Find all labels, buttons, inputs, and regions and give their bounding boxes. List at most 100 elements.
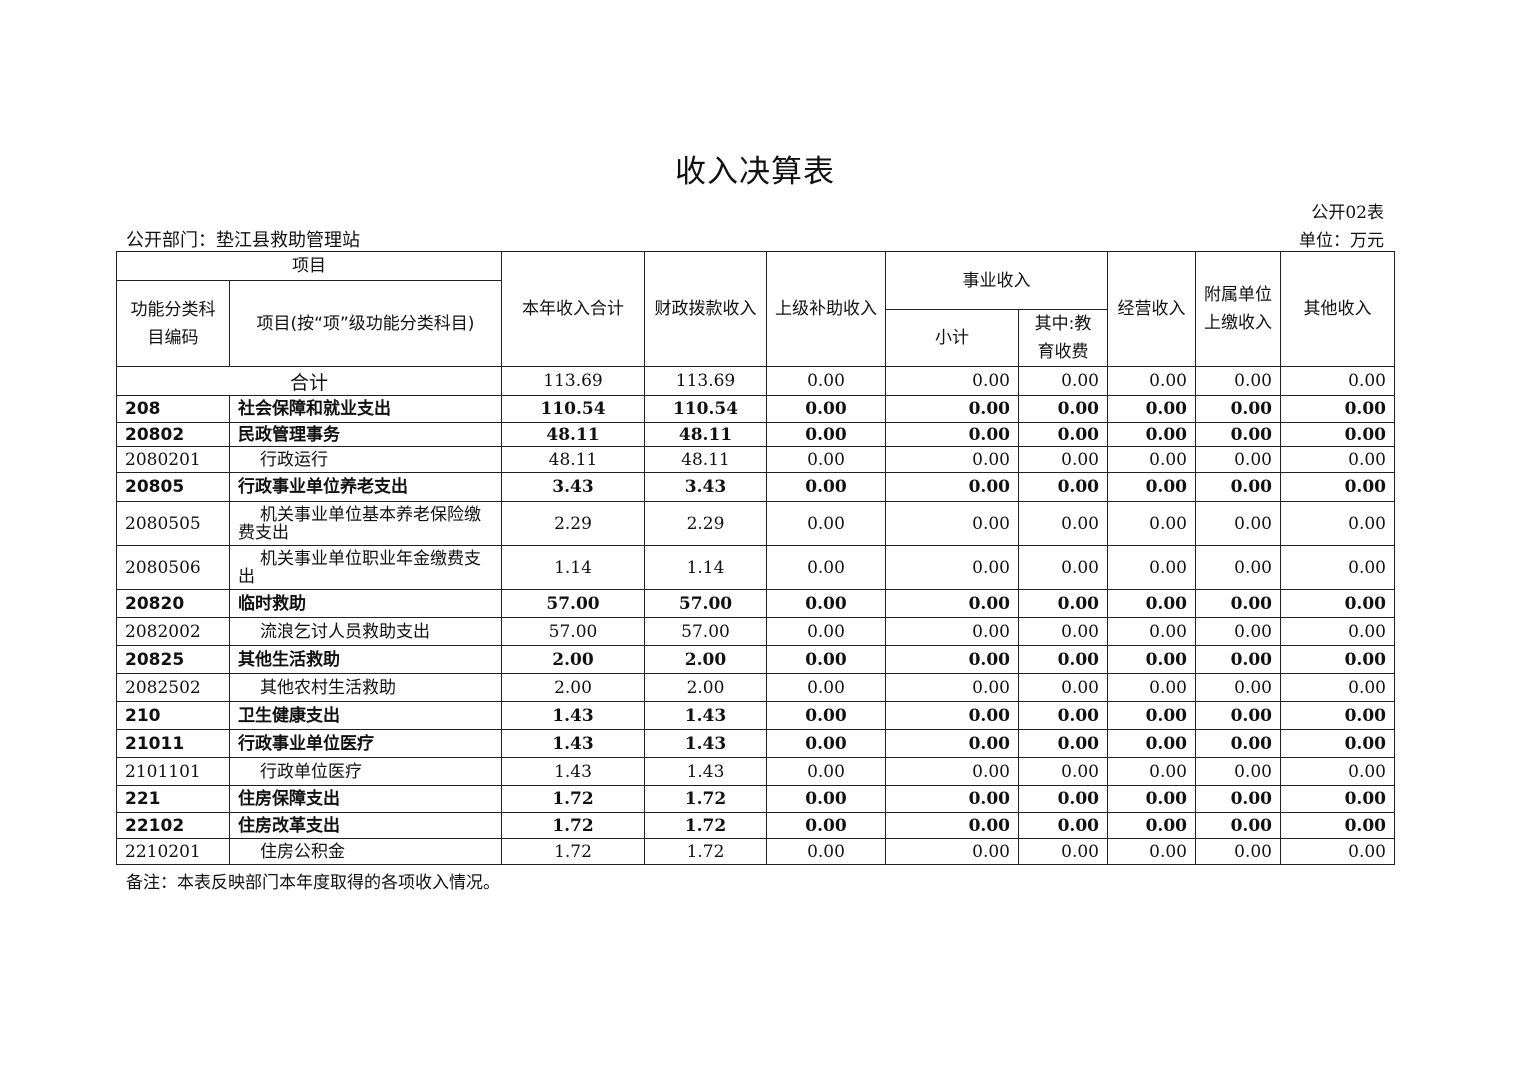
header-affiliated: 附属单位上缴收入 bbox=[1195, 251, 1281, 367]
cell-value: 0.00 bbox=[766, 589, 886, 618]
cell-value: 0.00 bbox=[1018, 757, 1108, 786]
table-row: 20820 临时救助 57.00 57.00 0.00 0.00 0.00 0.00 0.00 0… bbox=[116, 589, 1395, 618]
table-row: 2210201 住房公积金 1.72 1.72 0.00 0.00 0.00 0.00 0.00… bbox=[116, 838, 1395, 865]
cell-value: 0.00 bbox=[1195, 545, 1281, 590]
cell-value: 48.11 bbox=[644, 422, 767, 447]
row-code: 20825 bbox=[116, 645, 230, 674]
cell-value: 0.00 bbox=[885, 645, 1019, 674]
table-row: 2101101 行政单位医疗 1.43 1.43 0.00 0.00 0.00 0.00 0.0… bbox=[116, 757, 1395, 786]
row-code: 208 bbox=[116, 395, 230, 423]
row-name: 住房保障支出 bbox=[229, 785, 502, 813]
header-project: 项目 bbox=[116, 251, 502, 281]
cell-value: 0.00 bbox=[1107, 545, 1196, 590]
row-name: 行政单位医疗 bbox=[229, 757, 502, 786]
cell-value: 1.72 bbox=[501, 838, 645, 865]
cell-value: 0.00 bbox=[1195, 366, 1281, 396]
row-name: 临时救助 bbox=[229, 589, 502, 618]
cell-value: 2.29 bbox=[644, 501, 767, 546]
cell-value: 0.00 bbox=[1107, 422, 1196, 447]
cell-value: 0.00 bbox=[1280, 422, 1395, 447]
cell-value: 0.00 bbox=[1195, 757, 1281, 786]
header-other: 其他收入 bbox=[1280, 251, 1395, 367]
unit-label: 单位：万元 bbox=[1299, 231, 1384, 251]
cell-value: 0.00 bbox=[766, 701, 886, 730]
cell-value: 0.00 bbox=[1280, 757, 1395, 786]
cell-value: 0.00 bbox=[766, 673, 886, 702]
cell-value: 0.00 bbox=[885, 545, 1019, 590]
cell-value: 48.11 bbox=[644, 446, 767, 473]
row-code: 221 bbox=[116, 785, 230, 813]
cell-value: 0.00 bbox=[1107, 617, 1196, 646]
header-subtotal: 小计 bbox=[885, 309, 1019, 367]
cell-value: 1.72 bbox=[644, 812, 767, 839]
header-operating: 经营收入 bbox=[1107, 251, 1196, 367]
row-name: 机关事业单位职业年金缴费支出 bbox=[229, 545, 502, 590]
row-code: 2082002 bbox=[116, 617, 230, 646]
header-fiscal: 财政拨款收入 bbox=[644, 251, 767, 367]
cell-value: 0.00 bbox=[1195, 812, 1281, 839]
cell-value: 0.00 bbox=[766, 545, 886, 590]
cell-value: 3.43 bbox=[644, 472, 767, 502]
cell-value: 0.00 bbox=[1018, 812, 1108, 839]
cell-value: 0.00 bbox=[1018, 729, 1108, 758]
cell-value: 0.00 bbox=[766, 729, 886, 758]
cell-value: 0.00 bbox=[1107, 701, 1196, 730]
cell-value: 0.00 bbox=[1018, 545, 1108, 590]
cell-value: 0.00 bbox=[885, 422, 1019, 447]
cell-value: 0.00 bbox=[1018, 617, 1108, 646]
cell-value: 0.00 bbox=[885, 838, 1019, 865]
row-code: 2080506 bbox=[116, 545, 230, 590]
row-name: 行政运行 bbox=[229, 446, 502, 473]
cell-value: 0.00 bbox=[1195, 673, 1281, 702]
cell-value: 0.00 bbox=[766, 395, 886, 423]
cell-value: 0.00 bbox=[885, 446, 1019, 473]
cell-value: 113.69 bbox=[501, 366, 645, 396]
cell-value: 0.00 bbox=[1018, 422, 1108, 447]
cell-value: 0.00 bbox=[766, 422, 886, 447]
cell-value: 0.00 bbox=[1195, 422, 1281, 447]
cell-value: 0.00 bbox=[1280, 366, 1395, 396]
cell-value: 0.00 bbox=[885, 757, 1019, 786]
row-name: 行政事业单位养老支出 bbox=[229, 472, 502, 502]
cell-value: 0.00 bbox=[1018, 395, 1108, 423]
cell-value: 0.00 bbox=[885, 617, 1019, 646]
department: 公开部门：垫江县救助管理站 bbox=[126, 230, 360, 251]
cell-value: 0.00 bbox=[1195, 645, 1281, 674]
cell-value: 57.00 bbox=[501, 617, 645, 646]
cell-value: 0.00 bbox=[766, 757, 886, 786]
cell-value: 0.00 bbox=[766, 501, 886, 546]
cell-value: 0.00 bbox=[1280, 673, 1395, 702]
cell-value: 0.00 bbox=[1018, 589, 1108, 618]
page-title: 收入决算表 bbox=[675, 154, 835, 190]
cell-value: 0.00 bbox=[1280, 472, 1395, 502]
cell-value: 0.00 bbox=[1107, 472, 1196, 502]
cell-value: 0.00 bbox=[1280, 545, 1395, 590]
cell-value: 1.43 bbox=[501, 757, 645, 786]
cell-value: 1.14 bbox=[644, 545, 767, 590]
cell-value: 48.11 bbox=[501, 446, 645, 473]
cell-value: 1.43 bbox=[644, 757, 767, 786]
cell-value: 0.00 bbox=[1195, 472, 1281, 502]
cell-value: 57.00 bbox=[501, 589, 645, 618]
cell-value: 113.69 bbox=[644, 366, 767, 396]
cell-value: 57.00 bbox=[644, 589, 767, 618]
cell-value: 0.00 bbox=[1018, 785, 1108, 813]
cell-value: 0.00 bbox=[766, 645, 886, 674]
table-row: 20805 行政事业单位养老支出 3.43 3.43 0.00 0.00 0.00 0.00 0… bbox=[116, 472, 1395, 502]
cell-value: 0.00 bbox=[1107, 673, 1196, 702]
total-row: 合计 113.69 113.69 0.00 0.00 0.00 0.00 0.0… bbox=[116, 366, 1395, 396]
cell-value: 0.00 bbox=[766, 812, 886, 839]
header-superior: 上级补助收入 bbox=[766, 251, 886, 367]
cell-value: 0.00 bbox=[1195, 701, 1281, 730]
row-name: 民政管理事务 bbox=[229, 422, 502, 447]
cell-value: 0.00 bbox=[885, 589, 1019, 618]
cell-value: 110.54 bbox=[644, 395, 767, 423]
table-row: 2082502 其他农村生活救助 2.00 2.00 0.00 0.00 0.00 0.00 0… bbox=[116, 673, 1395, 702]
cell-value: 0.00 bbox=[1280, 785, 1395, 813]
cell-value: 0.00 bbox=[1107, 446, 1196, 473]
row-name: 其他生活救助 bbox=[229, 645, 502, 674]
row-code: 2082502 bbox=[116, 673, 230, 702]
cell-value: 0.00 bbox=[1195, 785, 1281, 813]
cell-value: 0.00 bbox=[1280, 729, 1395, 758]
table-row: 2080505 机关事业单位基本养老保险缴费支出 2.29 2.29 0.00 0.00 0… bbox=[116, 501, 1395, 546]
